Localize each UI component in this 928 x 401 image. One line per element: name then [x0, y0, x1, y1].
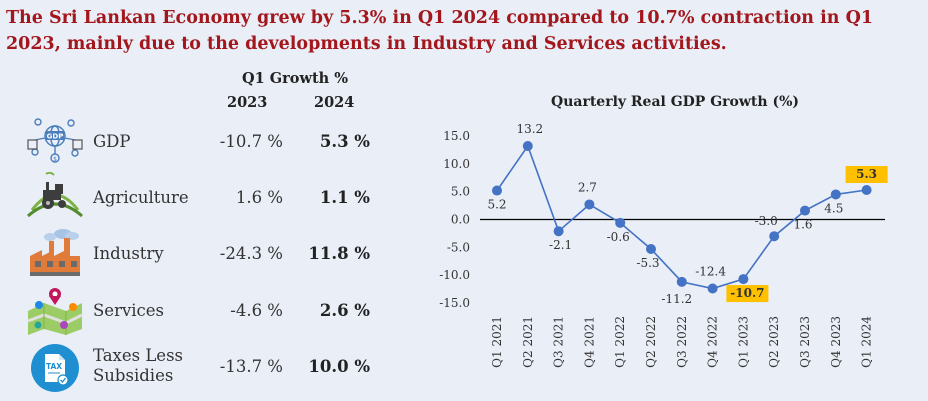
x-tick-label: Q1 2021	[490, 316, 504, 368]
gdp-growth-line-chart: Quarterly Real GDP Growth (%) 15.0 10.0 5.0…	[439, 94, 888, 368]
row-label-line-1: Taxes Less	[93, 346, 184, 365]
row-label: GDP	[93, 132, 131, 151]
y-tick-label: 5.0	[451, 185, 470, 199]
data-label: 5.3	[856, 167, 877, 181]
value-2023: -24.3 %	[219, 244, 283, 263]
row-label-line-2: Subsidies	[93, 366, 174, 385]
data-point	[584, 199, 595, 210]
data-point	[830, 189, 841, 200]
y-tick-label: -15.0	[439, 296, 470, 310]
svg-text:TAX: TAX	[46, 362, 62, 371]
y-tick-label: -10.0	[439, 268, 470, 282]
y-tick-label: -5.0	[447, 240, 470, 254]
x-tick-label: Q1 2022	[613, 316, 627, 368]
column-header-2023: 2023	[227, 94, 268, 111]
value-2023: -10.7 %	[219, 132, 283, 151]
table-row-agriculture: Agriculture 1.6 % 1.1 %	[0, 172, 400, 228]
value-2023: -4.6 %	[230, 301, 283, 320]
x-tick-label: Q2 2021	[521, 316, 535, 368]
data-label: -10.7	[730, 286, 764, 300]
x-tick-label: Q3 2021	[552, 316, 566, 368]
data-label: 1.6	[793, 218, 812, 232]
x-tick-label: Q1 2024	[860, 316, 874, 368]
data-point	[707, 283, 718, 294]
table-title: Q1 Growth %	[242, 70, 349, 87]
headline: The Sri Lankan Economy grew by 5.3% in Q…	[6, 8, 873, 54]
table-row-taxes-less-subsidies: TAX Taxes Less Subsidies -13.7 % 10.0 %	[0, 342, 400, 398]
data-label: -12.4	[695, 265, 726, 279]
x-tick-label: Q3 2023	[798, 316, 812, 368]
tractor-icon	[27, 172, 83, 218]
data-point	[522, 141, 533, 152]
data-point	[553, 226, 564, 237]
services-map-icon	[27, 288, 83, 335]
y-tick-label: 0.0	[451, 213, 470, 227]
row-label: Industry	[93, 244, 164, 263]
svg-text:$: $	[53, 156, 57, 163]
data-label: -11.2	[661, 292, 692, 306]
x-tick-label: Q3 2022	[675, 316, 689, 368]
data-point	[800, 205, 810, 216]
tax-document-icon: TAX	[31, 344, 79, 392]
data-point	[769, 231, 780, 242]
column-header-2024: 2024	[314, 94, 355, 111]
data-point	[861, 184, 872, 195]
data-label: -5.3	[636, 256, 659, 270]
value-2024: 5.3 %	[319, 132, 370, 151]
data-label: -0.6	[607, 230, 630, 244]
table-row-services: Services -4.6 % 2.6 %	[0, 285, 400, 341]
data-label: -3.0	[755, 214, 778, 228]
data-label-highlight	[726, 285, 769, 303]
data-label: 13.2	[516, 122, 543, 136]
value-2024: 1.1 %	[319, 188, 370, 207]
x-tick-label: Q4 2023	[829, 316, 843, 368]
data-label: 5.2	[487, 198, 506, 212]
value-2023: -13.7 %	[219, 357, 283, 376]
row-label: Agriculture	[93, 188, 189, 207]
data-point	[492, 185, 502, 196]
data-point	[738, 274, 749, 285]
x-tick-label: Q2 2023	[767, 316, 781, 368]
data-point	[646, 244, 656, 255]
x-tick-label: Q4 2021	[582, 316, 596, 368]
x-tick-label: Q4 2022	[706, 316, 720, 368]
x-tick-label: Q1 2023	[736, 316, 750, 368]
data-point	[615, 217, 626, 228]
row-label: Services	[93, 301, 165, 320]
data-label-highlight	[845, 165, 888, 183]
value-2024: 2.6 %	[319, 301, 370, 320]
gdp-network-icon: GDP $	[27, 118, 83, 163]
table-row-gdp: GDP $ GDP -10.7 % 5.3 %	[0, 116, 400, 172]
svg-text:GDP: GDP	[47, 133, 64, 141]
value-2023: 1.6 %	[235, 188, 283, 207]
data-point	[676, 276, 687, 287]
data-label: 2.7	[578, 180, 597, 194]
factory-icon	[30, 229, 80, 276]
chart-title: Quarterly Real GDP Growth (%)	[551, 94, 799, 110]
value-2024: 11.8 %	[308, 244, 370, 263]
data-label: -2.1	[549, 238, 572, 252]
value-2024: 10.0 %	[308, 357, 370, 376]
table-row-industry: Industry -24.3 % 11.8 %	[0, 228, 400, 284]
y-tick-label: 10.0	[443, 157, 470, 171]
x-tick-label: Q2 2022	[644, 316, 658, 368]
y-tick-label: 15.0	[443, 129, 470, 143]
data-label: 4.5	[824, 201, 843, 215]
